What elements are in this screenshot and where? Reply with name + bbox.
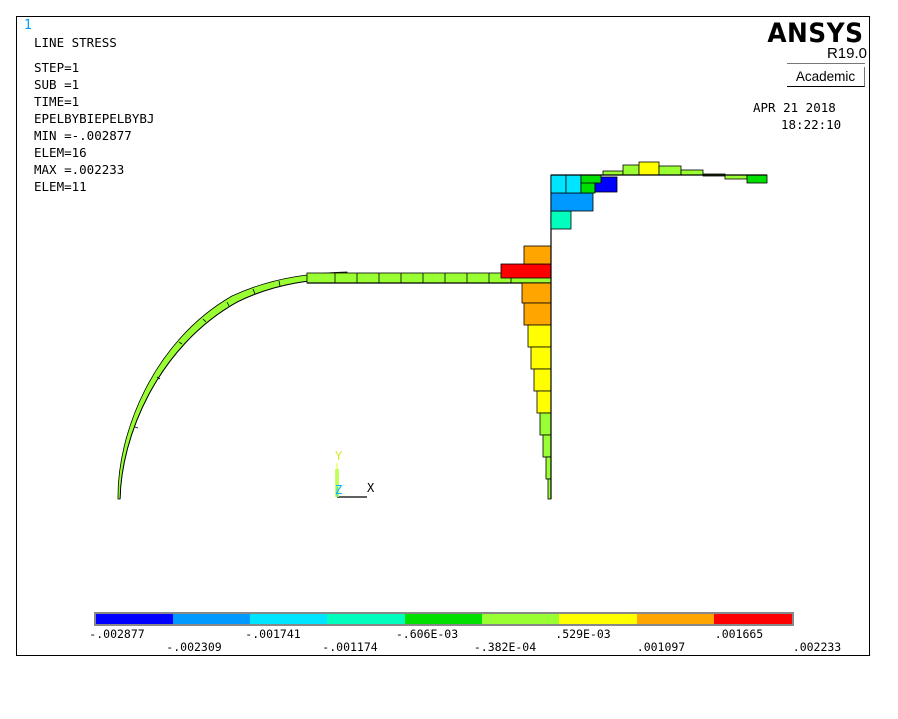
plot-info-min-elem: ELEM=16 [34, 145, 87, 160]
triad-z-label: Z [335, 483, 343, 497]
legend-bar [94, 612, 794, 626]
plot-info-sub: SUB =1 [34, 77, 80, 92]
upper-column-stress-bars [550, 174, 596, 230]
legend-label-bottom-5: .002233 [792, 640, 842, 654]
plot-time: 18:22:10 [781, 117, 842, 132]
brand-divider [787, 63, 865, 64]
legend-label-bottom-1: -.002309 [166, 640, 222, 654]
graphics-window[interactable]: 1 LINE STRESS STEP=1 SUB =1 TIME=1 EPELB… [16, 16, 870, 656]
legend-color-4 [327, 614, 405, 624]
legend-color-7 [559, 614, 637, 624]
plot-info-max-elem: ELEM=11 [34, 179, 87, 194]
brand-edition: Academic [787, 67, 865, 87]
triad-x-label: X [367, 481, 375, 495]
legend-color-9 [714, 614, 792, 624]
brand-version: R19.0 [826, 45, 867, 62]
legend-label-bottom-3: -.382E-04 [473, 640, 537, 654]
plot-info-max: MAX =.002233 [34, 162, 125, 177]
legend-label-top-1: -.002877 [89, 627, 145, 641]
plot-date: APR 21 2018 [753, 100, 836, 115]
legend-color-8 [637, 614, 714, 624]
legend-color-3 [250, 614, 327, 624]
legend-color-1 [96, 614, 173, 624]
legend-color-5 [405, 614, 482, 624]
legend-label-top-3: -.606E-03 [395, 627, 459, 641]
window-number: 1 [24, 18, 32, 33]
coordinate-triad [335, 463, 367, 498]
column-stress-bars [500, 245, 552, 500]
plot-info-title: LINE STRESS [34, 35, 117, 50]
ansys-logo: ANSYS R19.0 Academic [749, 17, 869, 97]
legend-color-2 [173, 614, 250, 624]
plot-info-time: TIME=1 [34, 94, 80, 109]
arc-stress-band [117, 271, 348, 500]
triad-y-label: Y [335, 449, 343, 463]
legend-label-top-2: -.001741 [245, 627, 301, 641]
plot-info-item: EPELBYBIEPELBYBJ [34, 111, 155, 126]
brand-name: ANSYS [766, 18, 863, 49]
plot-info-min: MIN =-.002877 [34, 128, 132, 143]
legend-label-top-5: .001665 [714, 627, 764, 641]
plot-info-step: STEP=1 [34, 60, 80, 75]
legend-color-6 [482, 614, 559, 624]
legend-label-bottom-2: -.001174 [322, 640, 378, 654]
legend-label-top-4: .529E-03 [555, 627, 611, 641]
stress-diagram [117, 161, 768, 500]
legend-label-bottom-4: .001097 [636, 640, 686, 654]
